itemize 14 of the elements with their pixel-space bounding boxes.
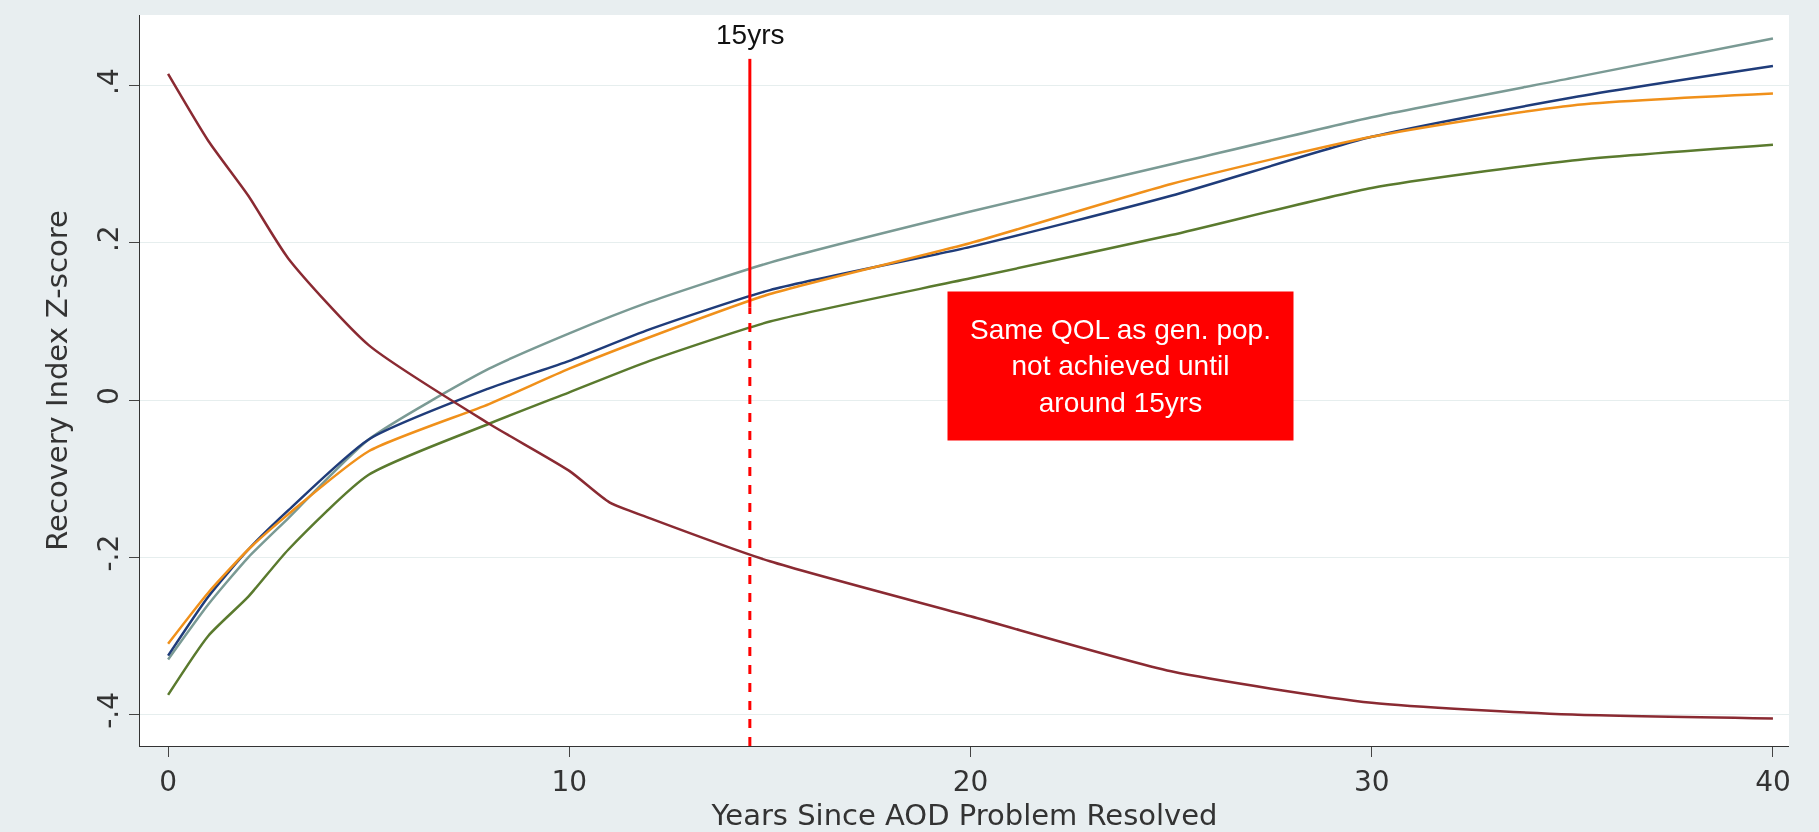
x-axis-title: Years Since AOD Problem Resolved — [710, 797, 1218, 832]
y-tick-label: 0 — [91, 387, 125, 405]
y-tick-label: .2 — [91, 225, 125, 253]
y-tick-label: .4 — [91, 68, 125, 95]
y-axis-title: Recovery Index Z-score — [40, 210, 75, 551]
x-tick-label: 10 — [551, 764, 588, 798]
ref-line-label: 15yrs — [716, 19, 785, 50]
y-tick-label: -.4 — [91, 691, 125, 729]
y-tick-label: -.2 — [91, 534, 125, 572]
x-tick-label: 40 — [1755, 764, 1791, 798]
x-tick-label: 20 — [952, 764, 989, 798]
annotation: Same QOL as gen. pop. not achieved until around 15yrs — [970, 314, 1271, 418]
x-tick-label: 0 — [159, 764, 177, 798]
x-tick-label: 30 — [1353, 764, 1390, 798]
